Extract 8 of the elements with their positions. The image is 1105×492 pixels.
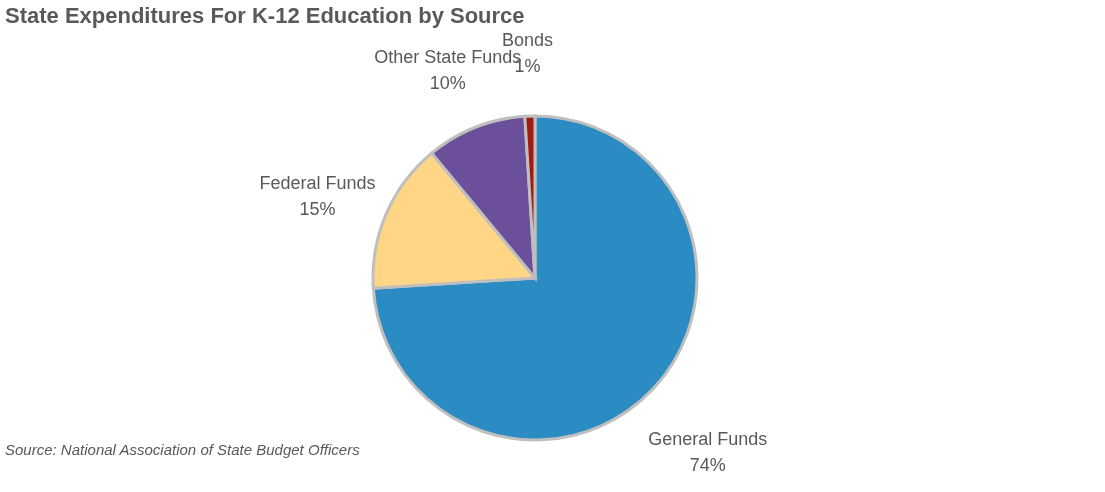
slice-label: Federal Funds <box>259 172 376 193</box>
slice-label: General Funds <box>648 429 768 450</box>
data-label: 10% <box>429 72 466 93</box>
source-note: Source: National Association of State Budget Officers <box>5 441 361 458</box>
data-label: 15% <box>299 198 336 219</box>
data-label: 74% <box>689 455 726 476</box>
chart-title: State Expenditures For K-12 Education by Source <box>5 3 525 29</box>
slice-label: Bonds <box>502 30 554 51</box>
